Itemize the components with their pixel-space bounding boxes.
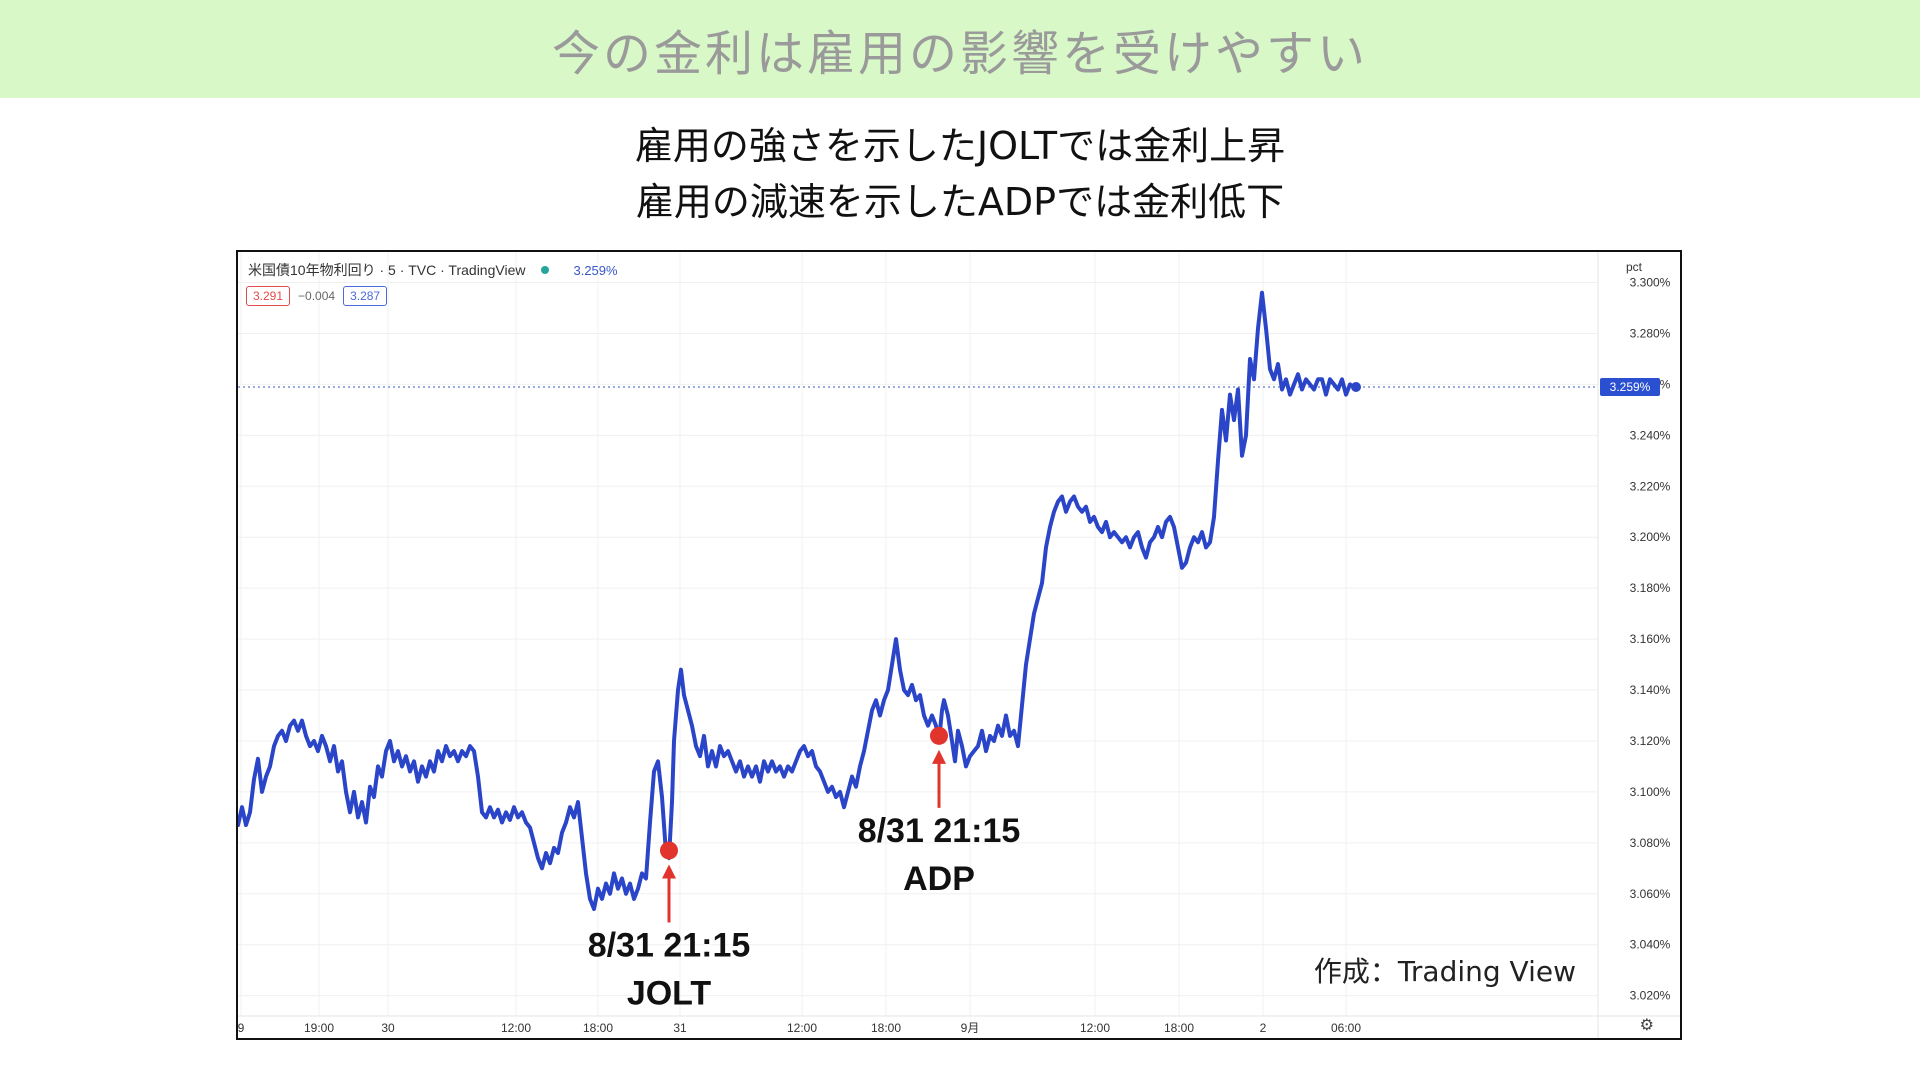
y-tick-label: 3.060% [1630, 887, 1671, 901]
chart-header: 米国債10年物利回り · 5 · TVC · TradingView 3.259… [248, 260, 618, 280]
x-tick-label: 9月 [961, 1021, 980, 1035]
y-tick-label: 3.300% [1630, 276, 1671, 290]
y-tick-label: 3.220% [1630, 479, 1671, 493]
y-tick-label: 3.200% [1630, 530, 1671, 544]
banner-title: 今の金利は雇用の影響を受けやすい [551, 26, 1368, 82]
subtitle: 雇用の強さを示したJOLTでは金利上昇 雇用の減速を示したADPでは金利低下 [0, 118, 1920, 230]
x-tick-label: 12:00 [787, 1021, 817, 1035]
last-price-label: 3.259% [1610, 380, 1651, 394]
open-value[interactable]: 3.291 [246, 286, 291, 306]
subtitle-line-2: 雇用の減速を示したADPでは金利低下 [635, 180, 1285, 224]
ohlc-row: 3.291 −0.004 3.287 [246, 286, 388, 306]
gear-icon[interactable]: ⚙ [1639, 1015, 1654, 1034]
annotation-marker [660, 841, 678, 860]
y-tick-label: 3.080% [1630, 836, 1671, 850]
y-tick-label: 3.020% [1630, 989, 1671, 1003]
x-tick-label: 12:00 [1080, 1021, 1110, 1035]
y-tick-label: 3.160% [1630, 632, 1671, 646]
y-tick-label: 3.040% [1630, 938, 1671, 952]
close-value[interactable]: 3.287 [343, 286, 388, 306]
x-tick-label: 19:00 [304, 1021, 334, 1035]
annotation-arrow-head [932, 749, 946, 764]
chart-frame: 3.020% 3.040% 3.060% 3.080% 3.100% 3.120% 3.14… [236, 250, 1682, 1040]
price-chart[interactable]: 3.020% 3.040% 3.060% 3.080% 3.100% 3.120% 3.14… [238, 252, 1680, 1038]
x-tick-label: 18:00 [583, 1021, 613, 1035]
y-tick-label: 3.280% [1630, 326, 1671, 340]
y-tick-label: 3.100% [1630, 785, 1671, 799]
credit-label: 作成：Trading View [1313, 955, 1576, 988]
symbol-label: 米国債10年物利回り · 5 · TVC · TradingView [248, 262, 526, 278]
subtitle-line-1: 雇用の強さを示したJOLTでは金利上昇 [634, 124, 1286, 168]
annotation-event-label: ADP [903, 860, 975, 898]
last-point-marker [1351, 381, 1361, 392]
title-banner: 今の金利は雇用の影響を受けやすい [0, 0, 1920, 98]
annotation-time-label: 8/31 21:15 [588, 926, 751, 964]
annotation-arrow-head [662, 864, 676, 879]
x-tick-label: 9 [238, 1021, 245, 1035]
x-tick-label: 18:00 [871, 1021, 901, 1035]
x-tick-label: 30 [381, 1021, 395, 1035]
yield-series-line [238, 290, 1358, 911]
last-price-badge [1600, 377, 1660, 396]
x-tick-label: 18:00 [1164, 1021, 1194, 1035]
y-unit-label: pct [1625, 260, 1642, 274]
annotation-event-label: JOLT [627, 974, 712, 1012]
annotation-time-label: 8/31 21:15 [858, 812, 1021, 850]
x-tick-label: 06:00 [1331, 1021, 1361, 1035]
y-tick-label: 3.120% [1630, 734, 1671, 748]
x-tick-label: 31 [673, 1021, 687, 1035]
x-tick-label: 2 [1260, 1021, 1267, 1035]
change-value: −0.004 [298, 289, 336, 303]
y-tick-label: 3.240% [1630, 428, 1671, 442]
live-value: 3.259% [573, 262, 618, 278]
x-tick-label: 12:00 [501, 1021, 531, 1035]
y-tick-label: 3.140% [1630, 683, 1671, 697]
y-tick-label: 3.180% [1630, 581, 1671, 595]
annotation-marker [930, 726, 948, 745]
market-status-icon [541, 266, 550, 274]
